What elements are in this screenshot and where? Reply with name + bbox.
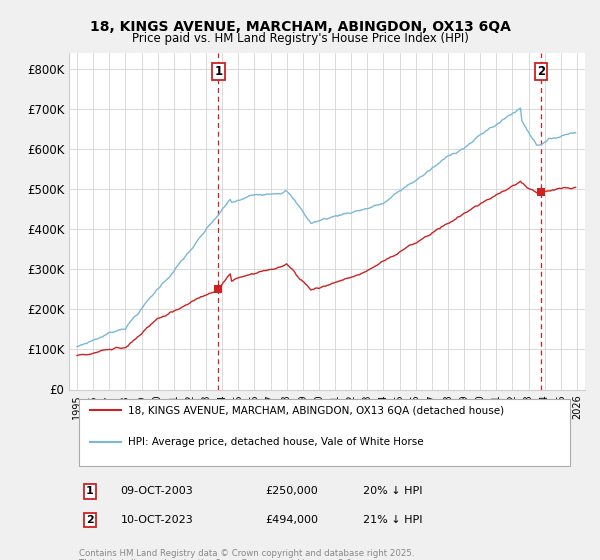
Text: 1: 1 (214, 65, 223, 78)
Text: 20% ↓ HPI: 20% ↓ HPI (363, 487, 422, 497)
Text: 21% ↓ HPI: 21% ↓ HPI (363, 515, 422, 525)
Text: 18, KINGS AVENUE, MARCHAM, ABINGDON, OX13 6QA: 18, KINGS AVENUE, MARCHAM, ABINGDON, OX1… (89, 20, 511, 34)
Text: £494,000: £494,000 (265, 515, 318, 525)
Text: £250,000: £250,000 (265, 487, 318, 497)
FancyBboxPatch shape (79, 399, 569, 466)
Text: 18, KINGS AVENUE, MARCHAM, ABINGDON, OX13 6QA (detached house): 18, KINGS AVENUE, MARCHAM, ABINGDON, OX1… (128, 405, 505, 415)
Text: 1: 1 (86, 487, 94, 497)
Text: 10-OCT-2023: 10-OCT-2023 (121, 515, 193, 525)
Text: Price paid vs. HM Land Registry's House Price Index (HPI): Price paid vs. HM Land Registry's House … (131, 32, 469, 45)
Text: 09-OCT-2003: 09-OCT-2003 (121, 487, 193, 497)
Text: 2: 2 (86, 515, 94, 525)
Text: HPI: Average price, detached house, Vale of White Horse: HPI: Average price, detached house, Vale… (128, 437, 424, 447)
Text: Contains HM Land Registry data © Crown copyright and database right 2025.
This d: Contains HM Land Registry data © Crown c… (79, 549, 415, 560)
Text: 2: 2 (537, 65, 545, 78)
